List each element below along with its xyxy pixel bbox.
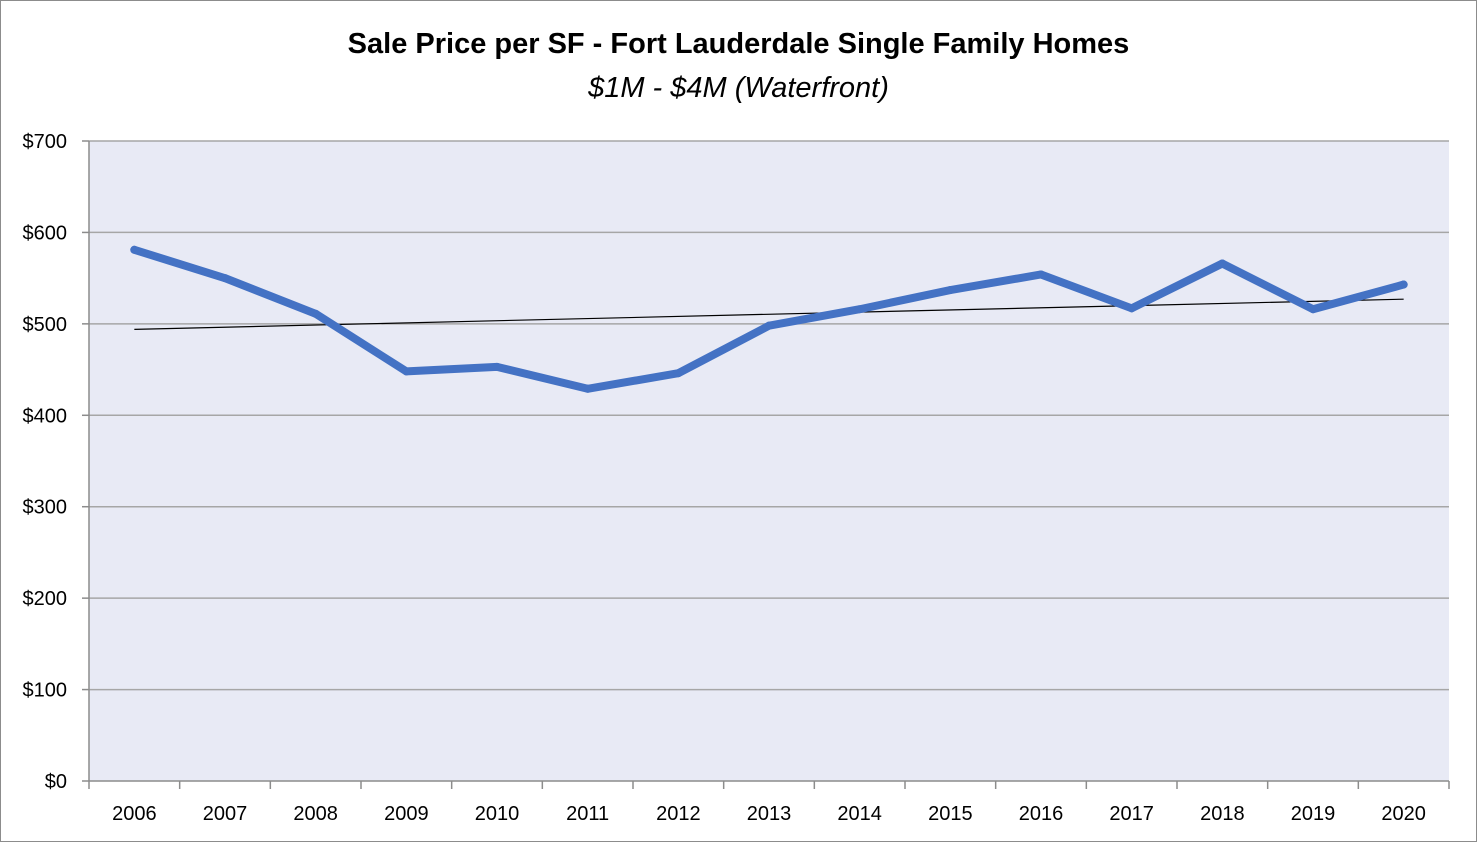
x-tick-label: 2016 xyxy=(1019,803,1064,825)
data-point xyxy=(1218,259,1227,268)
data-point xyxy=(130,245,139,254)
chart-subtitle: $1M - $4M (Waterfront) xyxy=(588,72,889,104)
x-tick-label: 2013 xyxy=(747,803,792,825)
x-tick-label: 2006 xyxy=(112,803,157,825)
data-point xyxy=(1399,280,1408,289)
x-tick-label: 2007 xyxy=(203,803,248,825)
data-point xyxy=(765,321,773,330)
data-point xyxy=(1127,304,1136,313)
y-tick-label: $700 xyxy=(23,131,68,153)
x-tick-label: 2012 xyxy=(656,803,701,825)
gridlines xyxy=(82,140,1449,782)
y-tick-label: $200 xyxy=(23,588,68,610)
x-tick-label: 2020 xyxy=(1381,803,1426,825)
x-tick-label: 2017 xyxy=(1109,803,1154,825)
y-tick-label: $100 xyxy=(23,680,68,702)
trendline-group xyxy=(134,298,1404,330)
series-group xyxy=(130,245,1408,393)
data-point xyxy=(674,369,683,378)
chart-title: Sale Price per SF - Fort Lauderdale Sing… xyxy=(347,28,1130,60)
y-axis-labels: $0 $100 $200 $300 $400 $500 $600 $700 xyxy=(23,131,68,793)
x-tick-label: 2011 xyxy=(566,803,609,825)
x-tick-label: 2010 xyxy=(475,803,520,825)
data-point xyxy=(583,384,592,393)
data-point xyxy=(493,362,501,371)
x-axis-labels: 2006 2007 2008 2009 2010 2011 2012 2013 2014 2015… xyxy=(112,803,1426,825)
x-tick-label: 2019 xyxy=(1291,803,1336,825)
trendline xyxy=(134,298,1404,330)
data-point xyxy=(221,274,229,283)
y-tick-label: $400 xyxy=(23,405,68,427)
plot-area xyxy=(89,141,1449,781)
x-tick-label: 2014 xyxy=(837,803,882,825)
data-point xyxy=(1037,270,1045,279)
data-point xyxy=(311,309,320,318)
axes xyxy=(88,141,1450,789)
y-tick-label: $600 xyxy=(23,222,68,244)
data-point xyxy=(855,305,864,314)
y-tick-label: $0 xyxy=(45,771,67,793)
x-tick-label: 2009 xyxy=(384,803,429,825)
x-tick-label: 2015 xyxy=(928,803,973,825)
data-point xyxy=(946,286,955,295)
y-tick-label: $300 xyxy=(23,497,68,519)
data-point xyxy=(402,367,411,376)
y-tick-label: $500 xyxy=(23,314,68,336)
x-tick-label: 2008 xyxy=(293,803,338,825)
x-tick-label: 2018 xyxy=(1200,803,1245,825)
data-point xyxy=(1309,305,1317,314)
